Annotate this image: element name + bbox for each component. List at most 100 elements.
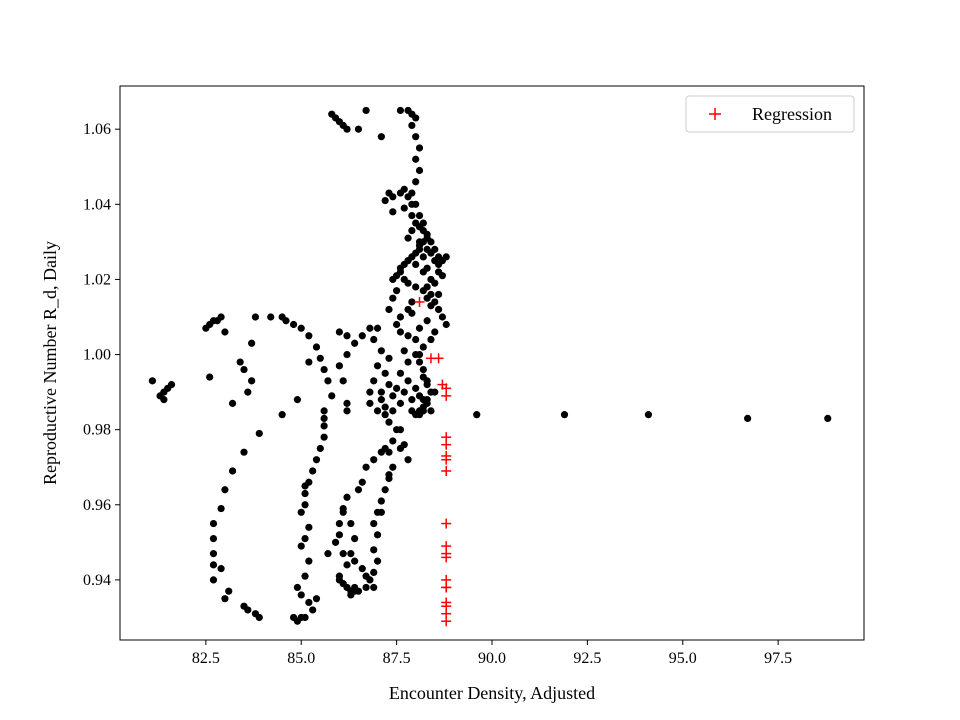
data-point (473, 411, 481, 419)
data-point (297, 324, 305, 332)
data-point (404, 234, 412, 242)
data-point (320, 414, 328, 422)
data-point (404, 377, 412, 385)
data-point (248, 339, 256, 347)
data-point (290, 320, 298, 329)
data-point (301, 534, 309, 543)
data-point (209, 550, 218, 558)
data-point (396, 268, 405, 276)
data-point (309, 467, 317, 475)
data-point (225, 587, 233, 595)
data-point (400, 204, 408, 212)
data-point (415, 144, 424, 152)
data-point (366, 388, 374, 396)
data-point (431, 279, 439, 287)
data-point (389, 193, 397, 201)
data-point (217, 565, 225, 573)
data-point (396, 328, 405, 336)
data-point (415, 166, 424, 175)
data-point (351, 534, 359, 543)
regression-point (441, 439, 452, 450)
data-point (404, 332, 412, 340)
data-point (442, 320, 450, 329)
data-point (415, 238, 424, 246)
data-point (366, 324, 374, 332)
data-point (305, 557, 313, 565)
data-point (419, 343, 427, 351)
data-point (221, 328, 229, 336)
data-point (381, 369, 389, 377)
regression-point (441, 390, 452, 401)
x-tick-label: 90.0 (478, 650, 506, 667)
data-point (389, 208, 397, 216)
observed-points (148, 106, 832, 625)
data-point (415, 211, 424, 220)
data-point (404, 358, 412, 366)
data-point (400, 388, 408, 396)
data-point (228, 399, 237, 407)
data-point (293, 617, 302, 625)
data-point (370, 583, 378, 592)
data-point (744, 414, 752, 422)
data-point (267, 313, 275, 321)
data-point (415, 392, 424, 400)
data-point (370, 377, 378, 385)
data-point (423, 380, 431, 389)
data-point (255, 613, 263, 622)
data-point (328, 392, 336, 400)
data-point (389, 392, 397, 400)
data-point (370, 568, 378, 576)
data-point (206, 373, 214, 381)
data-point (408, 309, 416, 317)
data-point (423, 294, 431, 302)
data-point (438, 272, 446, 280)
data-point (217, 313, 225, 321)
data-point (400, 185, 408, 193)
data-point (381, 411, 389, 419)
data-point (209, 534, 218, 543)
data-point (389, 463, 397, 471)
data-point (438, 313, 446, 321)
data-point (377, 133, 385, 141)
data-point (160, 396, 168, 404)
data-point (381, 444, 389, 453)
x-axis: 82.5 85.0 87.5 90.0 92.5 95.0 97.5 (192, 640, 792, 667)
data-point (244, 388, 252, 396)
data-point (362, 106, 370, 115)
data-point (385, 471, 393, 479)
y-tick-label: 1.02 (83, 271, 111, 288)
data-point (209, 576, 218, 584)
legend-label-regression: Regression (752, 104, 832, 124)
data-point (434, 290, 443, 299)
data-point (354, 125, 363, 133)
data-point (347, 550, 355, 558)
data-point (423, 317, 431, 325)
data-point (228, 467, 237, 475)
data-point (393, 384, 401, 392)
data-point (377, 497, 385, 505)
data-point (373, 362, 382, 370)
data-point (312, 456, 321, 464)
data-point (400, 347, 408, 355)
data-point (343, 125, 351, 133)
data-point (415, 324, 424, 332)
data-point (396, 426, 405, 434)
data-point (389, 437, 397, 445)
x-tick-label: 87.5 (383, 650, 411, 667)
data-point (560, 411, 569, 419)
data-point (297, 508, 305, 516)
data-point (408, 407, 416, 415)
data-point (412, 384, 420, 392)
plot-area (120, 86, 864, 640)
data-point (148, 377, 157, 385)
data-point (370, 335, 378, 344)
data-point (324, 377, 332, 385)
data-point (335, 519, 343, 528)
x-tick-label: 95.0 (669, 650, 697, 667)
data-point (221, 595, 229, 603)
x-tick-label: 97.5 (764, 650, 792, 667)
data-point (312, 343, 321, 351)
regression-points (414, 296, 452, 627)
data-point (221, 486, 229, 494)
